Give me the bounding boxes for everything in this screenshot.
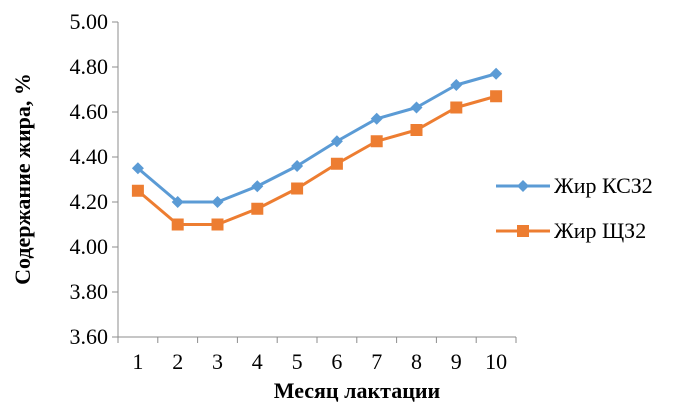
data-point [131,162,144,175]
y-tick-label: 3.80 [70,279,109,304]
data-point [131,184,144,197]
series-layer [131,67,503,231]
data-point [171,196,184,208]
x-tick-label: 7 [371,349,382,374]
data-point [171,218,184,231]
legend: Жир КСЗ2 Жир ЩЗ2 [496,173,653,243]
y-tick-label: 4.60 [70,99,109,124]
x-axis: 1 2 3 4 5 6 7 8 9 10 [117,336,517,374]
y-tick-label: 4.00 [70,234,109,259]
legend-label: Жир ЩЗ2 [554,218,646,243]
data-point [330,135,343,148]
data-point [330,157,343,170]
data-point [450,101,463,114]
y-axis: 3.60 3.80 4.00 4.20 4.40 4.60 4.80 5.00 [70,9,119,349]
legend-marker [517,225,529,237]
data-point [410,101,423,114]
data-point [490,90,503,103]
x-tick-label: 6 [331,349,342,374]
y-tick-label: 4.80 [70,54,109,79]
y-axis-title: Содержание жира, % [10,73,35,285]
data-point [291,160,304,172]
data-point [211,196,224,208]
x-axis-title: Месяц лактации [274,378,441,403]
x-tick-label: 9 [451,349,462,374]
data-point [251,180,264,193]
x-tick-label: 4 [252,349,263,374]
legend-item: Жир ЩЗ2 [496,218,646,243]
x-tick-label: 5 [292,349,303,374]
data-point [490,67,503,80]
series-1 [131,67,503,208]
data-point [211,218,224,231]
series-line [136,94,497,226]
x-tick-label: 3 [212,349,223,374]
legend-item: Жир КСЗ2 [496,173,653,198]
x-tick-label: 1 [132,349,143,374]
x-tick-label: 10 [485,349,507,374]
data-point [251,202,264,215]
legend-marker [517,180,529,192]
y-tick-label: 4.20 [70,189,109,214]
data-point [410,124,423,136]
data-point [291,182,304,195]
data-point [370,112,383,125]
series-2 [131,90,503,231]
y-tick-label: 4.40 [70,144,109,169]
y-tick-label: 5.00 [70,9,109,34]
data-point [450,79,463,91]
legend-label: Жир КСЗ2 [554,173,653,198]
x-tick-label: 8 [411,349,422,374]
data-point [370,135,383,148]
series-line [136,72,497,204]
y-tick-label: 3.60 [70,324,109,349]
x-tick-label: 2 [172,349,183,374]
